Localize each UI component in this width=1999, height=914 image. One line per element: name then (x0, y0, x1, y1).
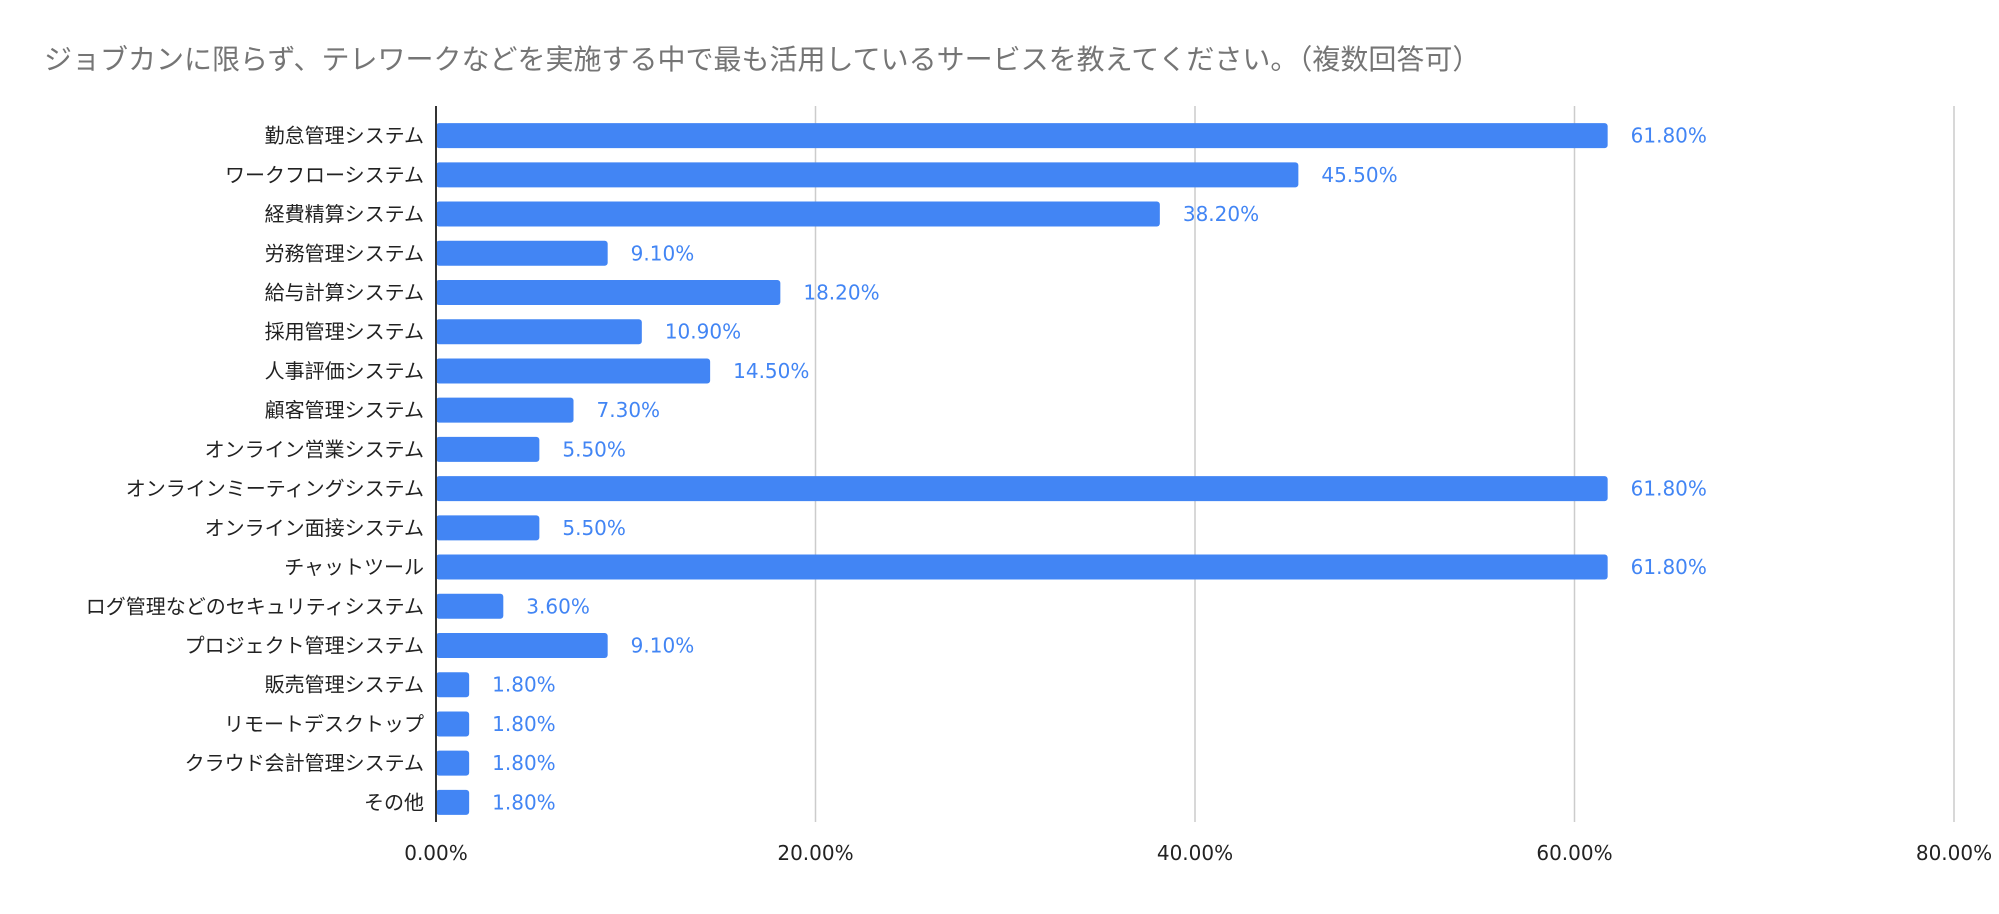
bar[interactable] (436, 750, 470, 776)
category-label: オンライン営業システム (205, 437, 424, 461)
category-label: ワークフローシステム (225, 163, 424, 187)
category-label: リモートデスクトップ (224, 712, 424, 736)
data-label: 5.50% (562, 516, 626, 540)
category-label: 経費精算システム (265, 202, 424, 226)
bar[interactable] (436, 162, 1299, 188)
category-label: プロジェクト管理システム (185, 634, 424, 658)
bar[interactable] (436, 436, 540, 462)
bar[interactable] (436, 123, 1608, 149)
bar[interactable] (436, 397, 574, 423)
data-label: 1.80% (492, 751, 556, 775)
x-tick-label: 80.00% (1916, 841, 1992, 865)
bar[interactable] (436, 633, 608, 658)
data-label: 1.80% (492, 712, 556, 736)
bar[interactable] (436, 358, 711, 384)
category-label: 勤怠管理システム (265, 124, 424, 148)
x-tick-label: 40.00% (1157, 841, 1233, 865)
category-label: クラウド会計管理システム (185, 751, 424, 775)
bar[interactable] (436, 554, 1608, 580)
data-label: 18.20% (803, 281, 879, 305)
category-label: チャットツール (284, 555, 424, 579)
category-label: 労務管理システム (265, 241, 424, 265)
data-label: 1.80% (492, 673, 556, 697)
bar[interactable] (436, 319, 642, 345)
category-label: オンラインミーティングシステム (126, 477, 424, 501)
bar[interactable] (436, 280, 781, 305)
data-label: 9.10% (631, 634, 695, 658)
data-label: 10.90% (665, 320, 741, 344)
data-label: 14.50% (733, 359, 809, 383)
bar[interactable] (436, 672, 470, 698)
category-label: 人事評価システム (265, 359, 424, 383)
chart-title: ジョブカンに限らず、テレワークなどを実施する中で最も活用しているサービスを教えて… (44, 43, 1481, 76)
bar[interactable] (436, 711, 470, 737)
bar[interactable] (436, 789, 470, 815)
category-label: その他 (364, 790, 424, 814)
category-label: ログ管理などのセキュリティシステム (86, 594, 424, 618)
category-label: 採用管理システム (265, 320, 424, 344)
x-tick-label: 20.00% (777, 841, 853, 865)
data-label: 7.30% (597, 398, 661, 422)
data-label: 3.60% (526, 594, 590, 618)
data-label: 9.10% (631, 241, 695, 265)
category-label: 顧客管理システム (265, 398, 424, 422)
data-label: 38.20% (1183, 202, 1259, 226)
category-label: 販売管理システム (265, 673, 424, 697)
bar[interactable] (436, 515, 540, 541)
bar[interactable] (436, 593, 504, 619)
category-label: オンライン面接システム (205, 516, 424, 540)
category-label: 給与計算システム (265, 281, 424, 305)
x-tick-label: 0.00% (404, 841, 468, 865)
data-label: 45.50% (1321, 163, 1397, 187)
bar[interactable] (436, 201, 1160, 227)
data-label: 61.80% (1631, 124, 1707, 148)
data-label: 5.50% (562, 437, 626, 461)
bar[interactable] (436, 240, 608, 266)
data-label: 61.80% (1631, 477, 1707, 501)
bar[interactable] (436, 476, 1608, 502)
x-tick-label: 60.00% (1536, 841, 1612, 865)
data-label: 1.80% (492, 790, 556, 814)
data-label: 61.80% (1631, 555, 1707, 579)
